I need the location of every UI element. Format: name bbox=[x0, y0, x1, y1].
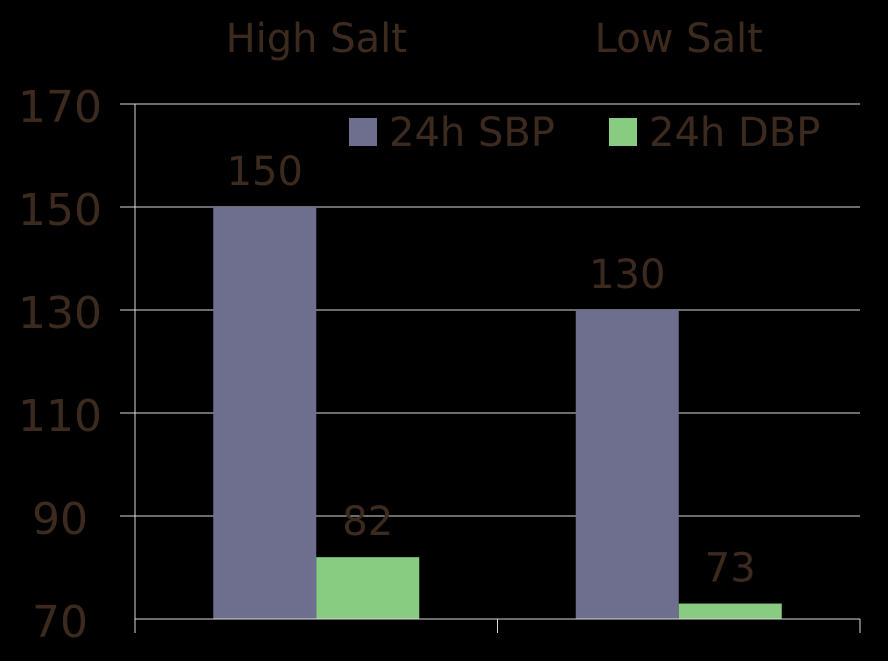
legend: 24h SBP 24h DBP bbox=[349, 110, 820, 156]
legend-swatch bbox=[349, 118, 377, 146]
data-label: 150 bbox=[227, 149, 303, 195]
bar-24h-dbp bbox=[678, 603, 782, 619]
y-tick-label: 110 bbox=[18, 391, 102, 442]
data-label: 82 bbox=[342, 499, 393, 545]
bar-24h-sbp bbox=[213, 207, 317, 619]
y-tick-label: 170 bbox=[18, 82, 102, 133]
legend-label: 24h DBP bbox=[649, 110, 820, 156]
y-tick-label: 150 bbox=[18, 185, 102, 236]
category-label: Low Salt bbox=[595, 16, 763, 62]
legend-label: 24h SBP bbox=[389, 110, 555, 156]
labels: 70 90 110 130 150 170 150 82 High Salt 130 73 Low S… bbox=[18, 16, 763, 648]
data-label: 130 bbox=[589, 252, 665, 298]
y-tick-label: 130 bbox=[18, 288, 102, 339]
y-tick-label: 90 bbox=[32, 494, 88, 545]
legend-swatch bbox=[609, 118, 637, 146]
data-label: 73 bbox=[705, 546, 756, 592]
axes bbox=[134, 104, 861, 633]
y-tick-label: 70 bbox=[32, 597, 88, 648]
bar-24h-sbp bbox=[575, 310, 679, 619]
bars bbox=[213, 207, 782, 619]
category-label: High Salt bbox=[226, 16, 407, 62]
bar-24h-dbp bbox=[316, 557, 420, 619]
